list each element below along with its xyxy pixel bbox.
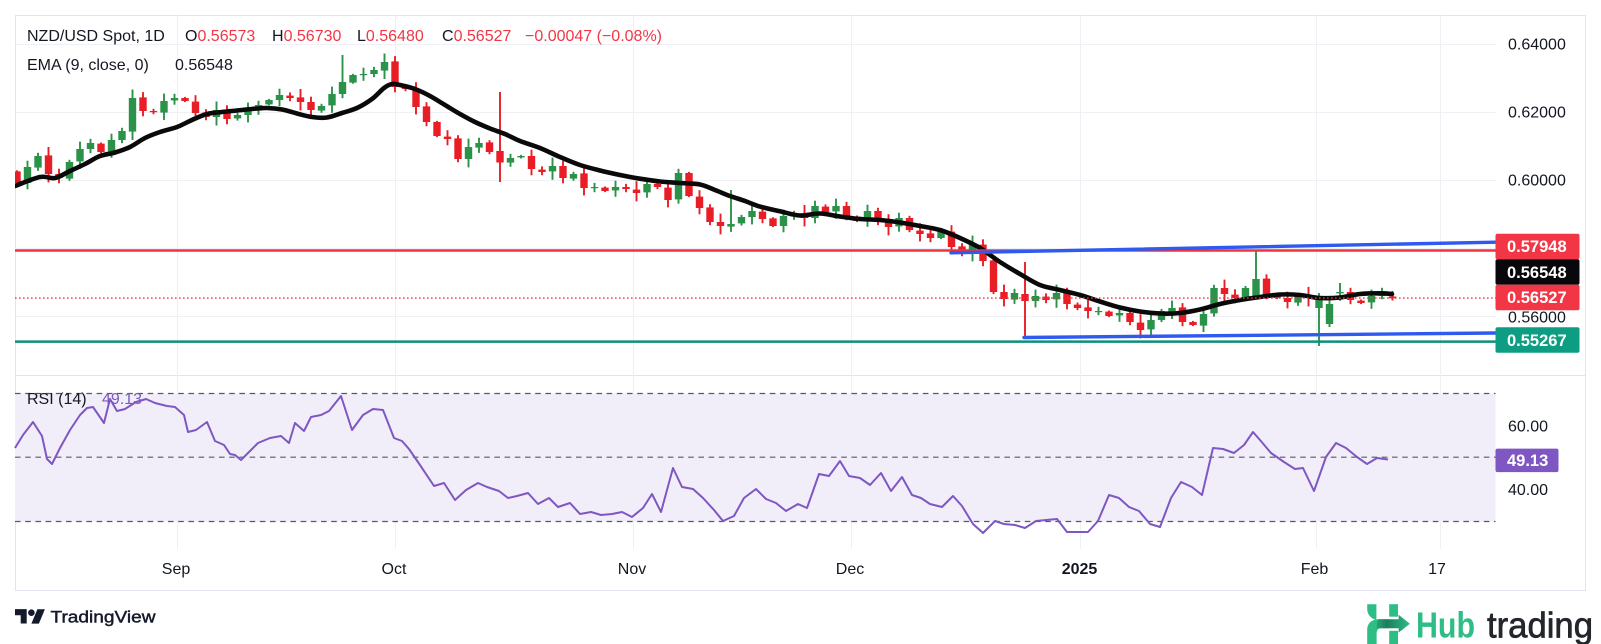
svg-text:17: 17 xyxy=(1428,561,1446,578)
svg-text:L0.56480: L0.56480 xyxy=(357,28,424,45)
svg-text:EMA (9, close, 0): EMA (9, close, 0) xyxy=(27,57,149,74)
svg-text:NZD/USD Spot, 1D: NZD/USD Spot, 1D xyxy=(27,28,165,45)
svg-text:C0.56527: C0.56527 xyxy=(442,28,512,45)
svg-text:0.56548: 0.56548 xyxy=(175,57,233,74)
svg-text:Sep: Sep xyxy=(162,561,191,578)
svg-text:0.62000: 0.62000 xyxy=(1508,105,1566,122)
svg-text:Nov: Nov xyxy=(618,561,646,578)
svg-text:Feb: Feb xyxy=(1301,561,1329,578)
svg-text:0.56548: 0.56548 xyxy=(1507,264,1567,282)
svg-text:0.60000: 0.60000 xyxy=(1508,173,1566,190)
svg-text:40.00: 40.00 xyxy=(1508,482,1548,499)
svg-text:2025: 2025 xyxy=(1062,561,1098,578)
svg-text:0.57948: 0.57948 xyxy=(1507,238,1567,256)
svg-text:49.13: 49.13 xyxy=(1507,452,1548,470)
svg-text:60.00: 60.00 xyxy=(1508,419,1548,436)
svg-text:Oct: Oct xyxy=(382,561,407,578)
svg-text:0.56527: 0.56527 xyxy=(1507,289,1567,307)
svg-text:RSI (14): RSI (14) xyxy=(27,391,87,408)
svg-text:trading: trading xyxy=(1487,605,1593,644)
svg-text:0.56000: 0.56000 xyxy=(1508,310,1566,327)
svg-text:O0.56573: O0.56573 xyxy=(185,28,255,45)
svg-text:−0.00047 (−0.08%): −0.00047 (−0.08%) xyxy=(525,28,662,45)
svg-text:0.55267: 0.55267 xyxy=(1507,332,1567,350)
svg-text:TradingView: TradingView xyxy=(51,608,157,627)
svg-text:H0.56730: H0.56730 xyxy=(272,28,342,45)
svg-text:0.64000: 0.64000 xyxy=(1508,37,1566,54)
svg-text:Hub: Hub xyxy=(1416,605,1475,644)
svg-text:49.13: 49.13 xyxy=(102,391,142,408)
svg-text:Dec: Dec xyxy=(836,561,864,578)
